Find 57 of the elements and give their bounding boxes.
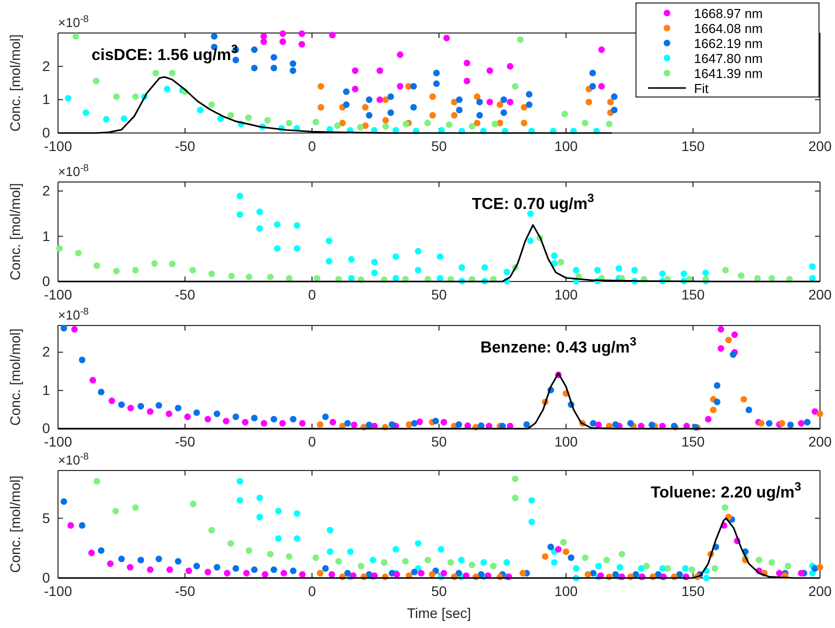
text: ×10$^{-8}$: [58, 162, 89, 179]
x-tick-label: 100: [554, 138, 578, 154]
y-tick-label: 2: [42, 58, 50, 74]
x-tick-label: 150: [681, 434, 705, 450]
y-tick-label: 1: [42, 91, 50, 108]
y-tick-label: 2: [42, 344, 50, 360]
y-tick-label: 5: [42, 510, 50, 526]
x-tick-label: -50: [174, 434, 196, 450]
x-tick-label: 0: [308, 434, 316, 450]
text: ×10$^{-8}$: [58, 306, 89, 322]
y-tick-label: 0: [42, 420, 50, 436]
x-tick-label: -50: [174, 582, 196, 599]
x-tick-label: 200: [808, 582, 832, 599]
x-tick-label: 0: [308, 138, 316, 154]
x-tick-label: 0: [308, 286, 316, 302]
y-axis-title: Conc. [mol/mol]: [7, 34, 23, 132]
x-tick-label: -100: [44, 434, 72, 450]
legend-label: 1668.97 nm: [694, 6, 763, 21]
x-tick-label: 150: [681, 582, 705, 599]
legend-label: 1641.39 nm: [694, 66, 763, 81]
x-tick-label: 0: [308, 582, 316, 599]
x-tick-label: 150: [681, 138, 705, 154]
y-tick-label: 0: [42, 569, 50, 586]
text: ×10$^{-8}$: [58, 14, 89, 30]
y-tick-label: 2: [42, 182, 50, 199]
x-tick-label: 200: [808, 434, 832, 450]
x-tick-label: 50: [431, 138, 447, 154]
x-tick-label: -50: [174, 286, 196, 302]
x-tick-label: 200: [808, 286, 832, 302]
x-axis-title: Time [sec]: [406, 605, 472, 621]
x-tick-label: 100: [554, 434, 578, 450]
x-tick-label: -100: [44, 286, 72, 302]
y-axis-title: Conc. [mol/mol]: [7, 476, 23, 573]
x-tick-label: 100: [554, 286, 578, 302]
y-tick-label: 1: [42, 228, 50, 244]
x-tick-label: -100: [44, 582, 72, 599]
x-tick-label: 50: [431, 286, 447, 302]
y-axis-title: Conc. [mol/mol]: [7, 183, 23, 280]
x-tick-label: 50: [431, 434, 447, 450]
x-tick-label: 150: [681, 286, 705, 302]
x-tick-label: 100: [554, 582, 578, 599]
y-tick-label: 1: [42, 382, 50, 398]
y-axis-title: Conc. [mol/mol]: [7, 328, 23, 426]
text: ×10$^{-8}$: [58, 451, 89, 468]
x-tick-label: -100: [44, 138, 72, 154]
y-tick-label: 0: [42, 272, 50, 289]
x-tick-label: -50: [174, 138, 196, 154]
legend-label: 1664.08 nm: [694, 21, 763, 36]
annotation: TCE: 0.70 ug/m$^{3}$: [472, 191, 594, 213]
legend-label: 1662.19 nm: [694, 36, 763, 51]
x-tick-label: 50: [431, 582, 447, 599]
legend-label: Fit: [694, 81, 709, 96]
annotation: Toluene: 2.20 ug/m$^{3}$: [650, 480, 802, 502]
y-tick-label: 0: [42, 124, 50, 140]
annotation: Benzene: 0.43 ug/m$^{3}$: [480, 334, 637, 356]
x-tick-label: 200: [808, 138, 832, 154]
legend-label: 1647.80 nm: [694, 51, 763, 66]
